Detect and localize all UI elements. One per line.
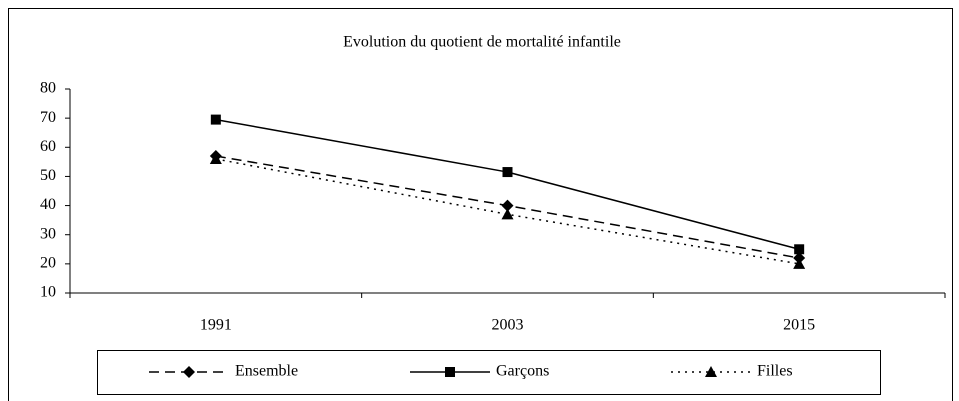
legend-label: Garçons — [496, 363, 549, 380]
legend-label: Filles — [757, 363, 793, 380]
marker — [501, 199, 514, 212]
legend-label: Ensemble — [235, 363, 298, 380]
y-tick-label: 60 — [40, 138, 56, 155]
x-tick-label: 2015 — [783, 317, 815, 334]
y-tick-label: 10 — [40, 284, 56, 301]
marker — [794, 244, 805, 255]
y-tick-label: 70 — [40, 109, 56, 126]
chart-border — [8, 8, 953, 401]
marker — [793, 257, 806, 269]
marker — [183, 366, 195, 378]
marker — [445, 367, 455, 377]
marker — [705, 366, 717, 377]
y-tick-label: 40 — [40, 196, 56, 213]
chart-title: Evolution du quotient de mortalité infan… — [343, 34, 621, 51]
marker — [502, 167, 513, 178]
marker — [209, 152, 222, 164]
y-tick-label: 30 — [40, 225, 56, 242]
series-line — [215, 158, 800, 265]
y-tick-label: 50 — [40, 167, 56, 184]
marker — [210, 114, 221, 125]
y-tick-label: 80 — [40, 80, 56, 97]
x-tick-label: 1991 — [200, 317, 232, 334]
marker — [501, 208, 514, 220]
y-tick-label: 20 — [40, 255, 56, 272]
x-tick-label: 2003 — [492, 317, 524, 334]
